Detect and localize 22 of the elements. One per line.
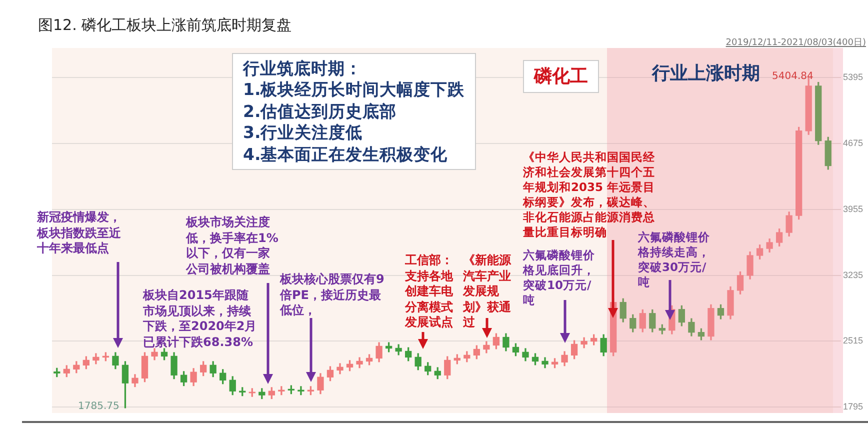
annotation: 磷化工	[523, 60, 599, 94]
y-tick-label: 4675	[843, 138, 864, 148]
annotation: 板块市场关注度低，换手率在1%以下，仅有一家公司被机构覆盖	[186, 215, 280, 278]
annotation: 1785.75	[78, 400, 120, 413]
annotation: 新冠疫情爆发，板块指数跌至近十年来最低点	[37, 210, 122, 257]
y-tick-label: 1795	[843, 402, 864, 412]
y-tick-label: 3955	[843, 204, 864, 214]
annotation: 六氟磷酸锂价格持续走高，突破30万元/吨	[638, 230, 711, 290]
y-tick-label: 2515	[843, 336, 864, 346]
annotation: 行业上涨时期	[652, 62, 760, 86]
chart-title: 图12. 磷化工板块上涨前筑底时期复盘	[38, 16, 292, 35]
annotation: 工信部：支持各地创建车电分离模式发展试点	[405, 253, 454, 331]
annotation: 行业筑底时期： 1.板块经历长时间大幅度下跌 2.估值达到历史底部 3.行业关注度低 4.基本面正在发生积极变化	[232, 53, 476, 170]
annotation: 5404.84	[772, 70, 814, 83]
y-tick-label: 3235	[843, 270, 864, 280]
annotation: 板块核心股票仅有9倍PE，接近历史最低位，	[280, 272, 386, 319]
y-tick-label: 5395	[843, 72, 864, 82]
annotation: 《新能源汽车产业发展规划》获通过	[463, 253, 512, 331]
annotation: 板块自2015年跟随市场见顶以来，持续下跌，至2020年2月已累计下跌68.38%	[143, 288, 257, 350]
annotation: 六氟磷酸锂价格见底回升，突破10万元/吨	[523, 248, 596, 308]
annotation: 2019/12/11-2021/08/03(400日)	[726, 38, 866, 50]
candlestick	[298, 386, 304, 396]
